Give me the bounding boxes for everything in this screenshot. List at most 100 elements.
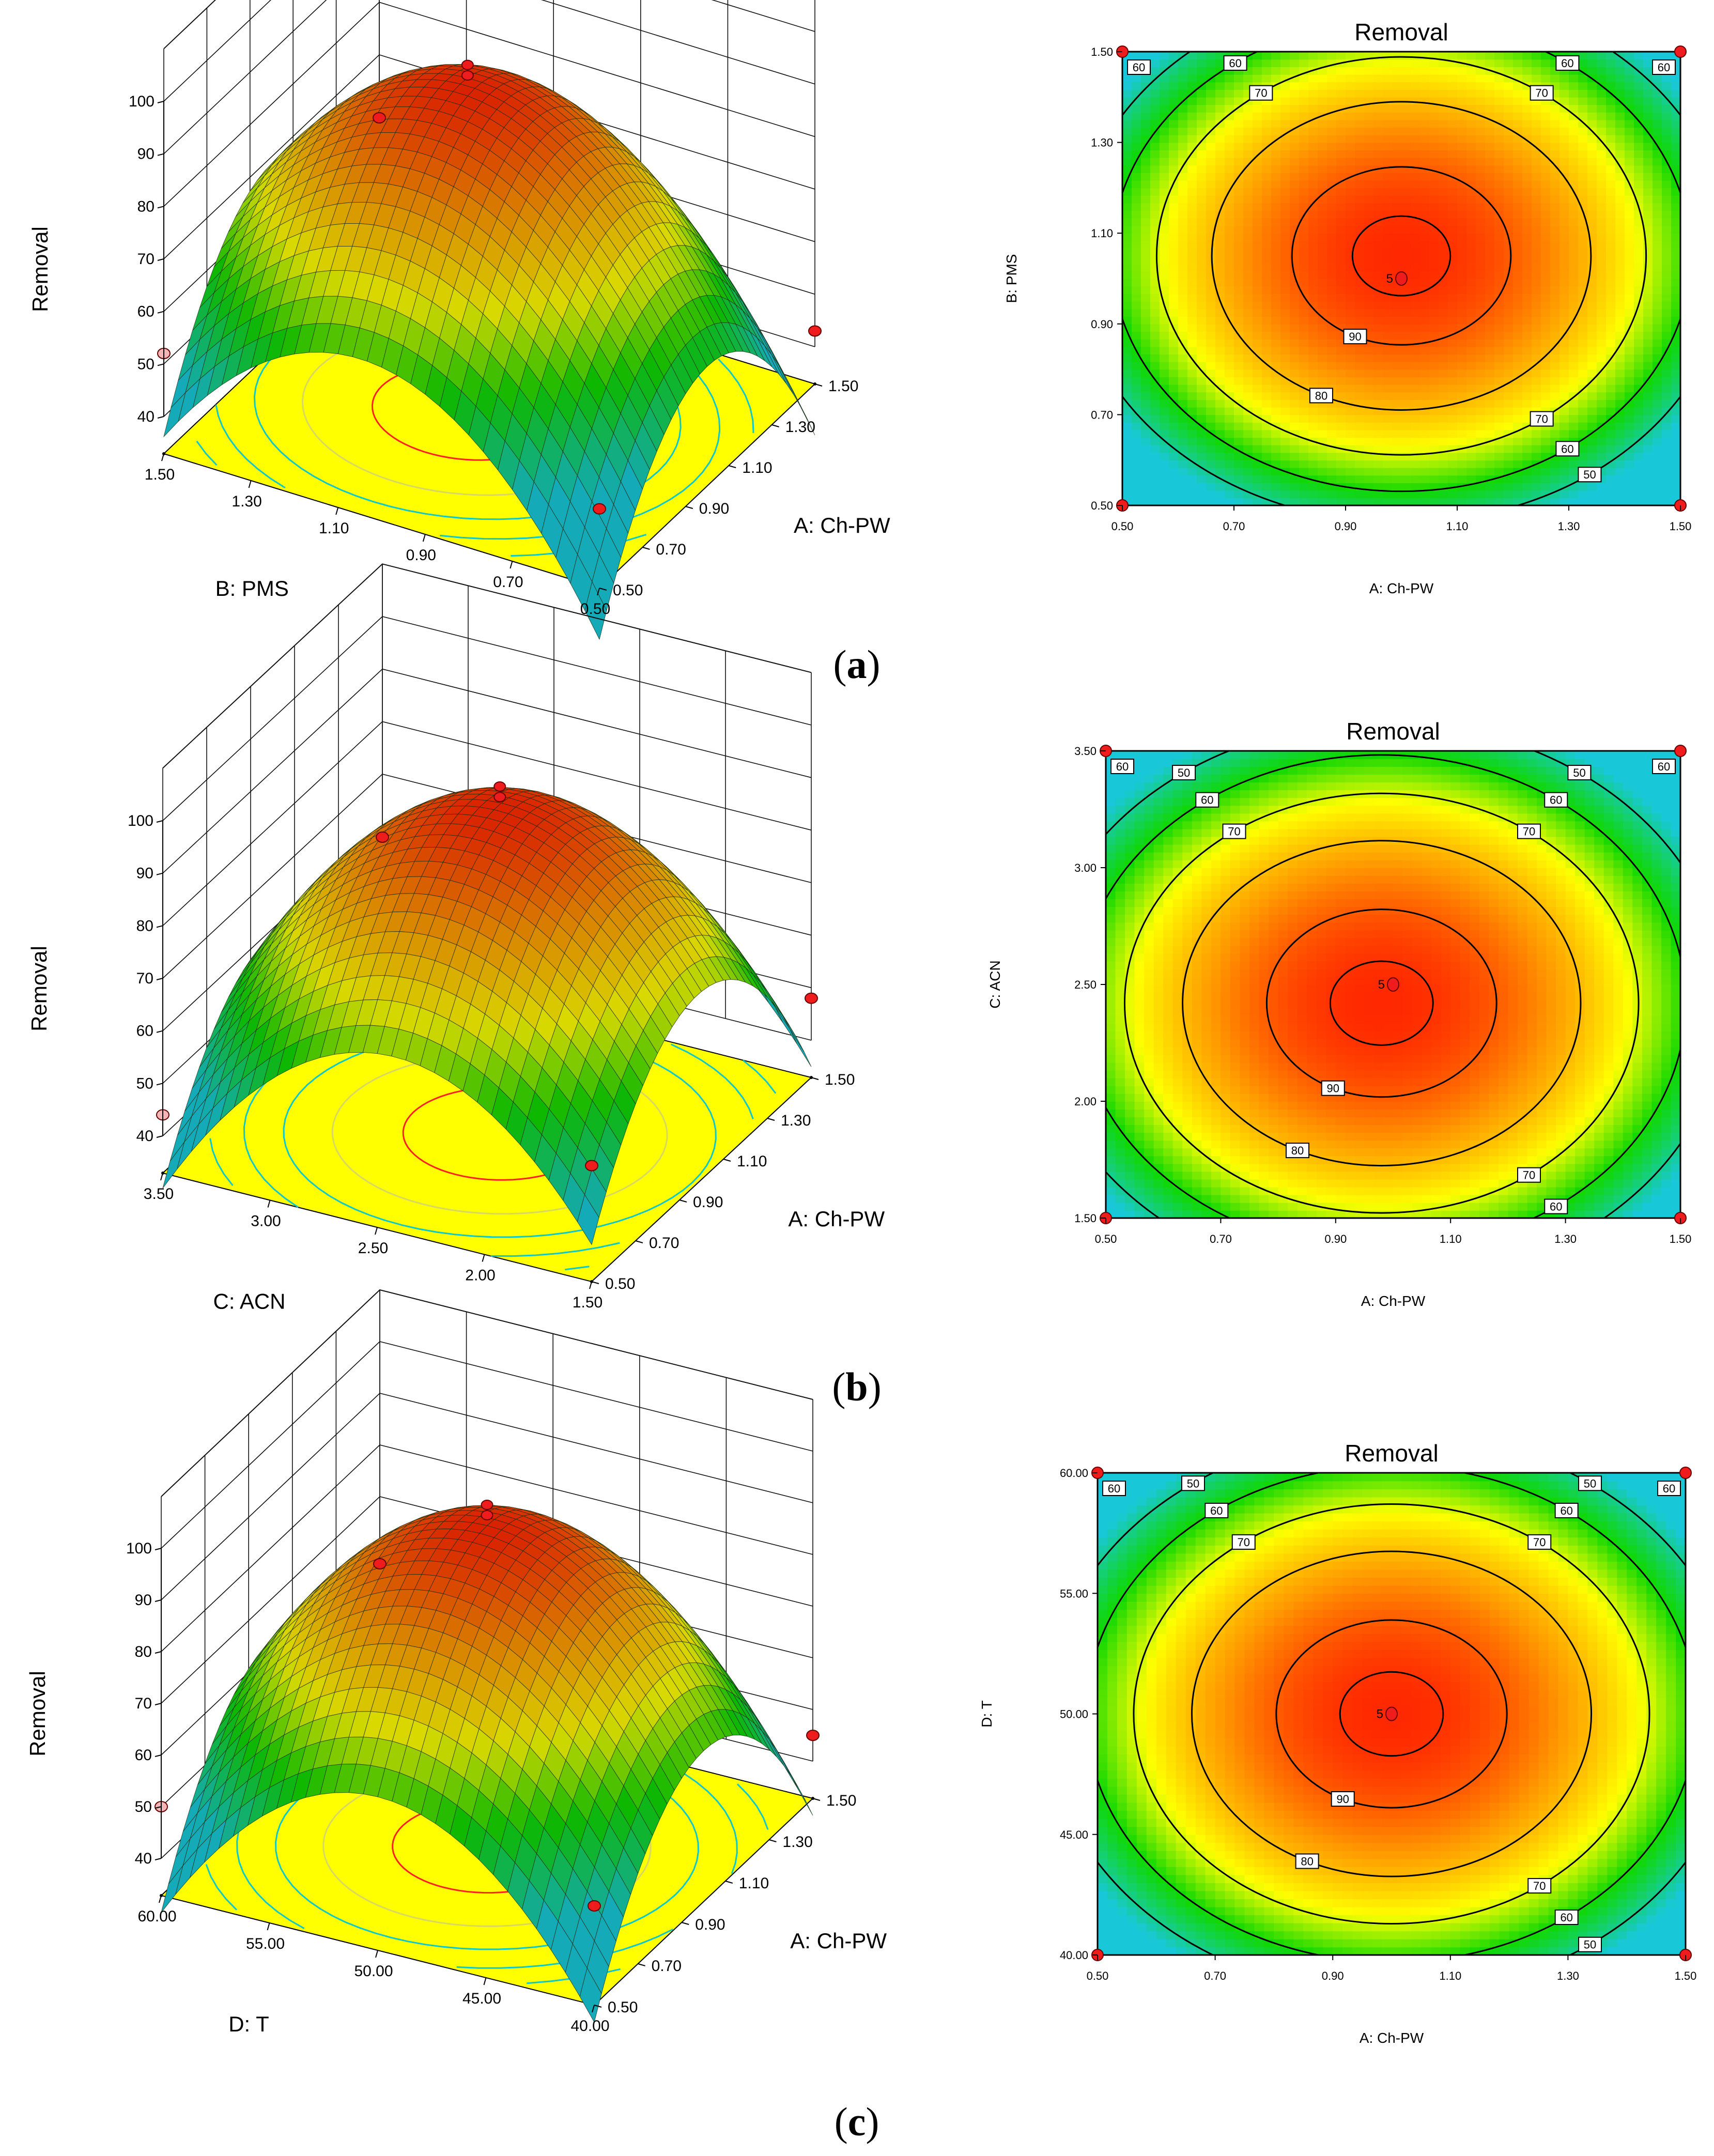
y-tick-label: 1.30 bbox=[231, 493, 261, 510]
contour-label-corner-1: 60 bbox=[1658, 61, 1670, 74]
x-tick-label: 1.30 bbox=[1558, 520, 1580, 533]
x-tick-label: 1.50 bbox=[825, 1071, 855, 1088]
y-tick-label: 0.90 bbox=[1091, 318, 1113, 331]
x-axis-label: A: Ch-PW bbox=[1360, 2030, 1424, 2046]
center-replicate-label: 5 bbox=[1386, 272, 1393, 286]
x-tick-label: 1.10 bbox=[742, 459, 772, 476]
x-tick-label: 0.70 bbox=[1204, 1969, 1226, 1982]
contour-label-60-2-box bbox=[1544, 792, 1568, 808]
x-tick-label: 1.50 bbox=[1670, 1233, 1692, 1245]
contour-plot-c: 50 50 50 60 60 60 70 70 70 80 90 60 60 5 0.50 0.70 0.90 1… bbox=[979, 1440, 1696, 2046]
x-tick-label: 0.90 bbox=[1335, 520, 1357, 533]
contour-label-70-2: 70 bbox=[1533, 1536, 1546, 1549]
x-axis-label: A: Ch-PW bbox=[1361, 1293, 1426, 1309]
contour-line-80 bbox=[1211, 101, 1592, 411]
contour-label-70-1-box bbox=[1530, 411, 1554, 427]
y-axis: 1.50 2.00 2.50 3.00 3.50 bbox=[144, 1173, 603, 1311]
y-tick-label: 45.00 bbox=[462, 1990, 501, 2007]
contour-label-corner-1: 60 bbox=[1663, 1482, 1675, 1495]
contour-label-corner-1-box bbox=[1652, 59, 1676, 75]
z-tick-label: 60 bbox=[135, 1747, 152, 1764]
x-tick-label: 1.10 bbox=[1440, 1233, 1462, 1245]
x-axis: 0.50 0.70 0.90 1.10 1.30 1.50 bbox=[1111, 505, 1691, 533]
y-tick-label: 1.30 bbox=[1091, 136, 1113, 149]
contour-label-60-0-box bbox=[1223, 55, 1247, 71]
x-tick-label: 1.10 bbox=[739, 1875, 769, 1892]
x-tick-label: 1.10 bbox=[1439, 1969, 1461, 1982]
z-tick-label: 80 bbox=[137, 198, 155, 215]
y-tick-label: 0.50 bbox=[1091, 499, 1113, 512]
y-axis: 0.50 0.70 0.90 1.10 1.30 1.50 bbox=[145, 453, 610, 618]
z-tick-label: 70 bbox=[136, 970, 153, 987]
x-tick-label: 0.50 bbox=[605, 1275, 635, 1292]
y-axis: 40.00 45.00 50.00 55.00 60.00 bbox=[137, 1895, 610, 2035]
y-tick-label: 55.00 bbox=[246, 1935, 285, 1952]
contour-label-corner-0-box bbox=[1102, 1481, 1126, 1496]
y-tick-label: 60.00 bbox=[1060, 1467, 1088, 1480]
y-axis-label: D: T bbox=[228, 2012, 269, 2036]
x-axis: 0.50 0.70 0.90 1.10 1.30 1.50 bbox=[591, 1071, 855, 1292]
x-tick-label: 0.90 bbox=[695, 1916, 725, 1933]
z-tick-label: 50 bbox=[137, 356, 155, 373]
contour-label-80-0-box bbox=[1285, 1143, 1309, 1159]
contour-label-50-0-box bbox=[1172, 765, 1196, 781]
panel-a: 40 50 60 70 80 90 100 Removal 0.50 0.70 0.90 1.10 1.… bbox=[28, 0, 1691, 687]
panel-caption-c: (c) bbox=[835, 2099, 879, 2144]
contour-label-60-0: 60 bbox=[1201, 794, 1213, 807]
panel-b: 40 50 60 70 80 90 100 Removal 0.50 0.70 0.90 1.10 1.… bbox=[27, 563, 1692, 1409]
contour-label-60-1-box bbox=[1555, 441, 1580, 457]
contour-label-80-0: 80 bbox=[1291, 1144, 1304, 1157]
contour-line-94 bbox=[1351, 215, 1452, 297]
design-point bbox=[585, 1160, 598, 1172]
x-tick-label: 0.50 bbox=[613, 582, 643, 599]
contour-lines bbox=[1106, 751, 1680, 1218]
z-tick-label: 90 bbox=[135, 1592, 152, 1609]
contour-label-60-1: 60 bbox=[1560, 1911, 1572, 1924]
contour-label-80-0: 80 bbox=[1315, 389, 1327, 402]
y-axis-label: C: ACN bbox=[987, 960, 1003, 1008]
y-tick-label: 45.00 bbox=[1060, 1828, 1088, 1841]
x-tick-label: 0.90 bbox=[693, 1194, 723, 1211]
contour-line-80 bbox=[1182, 840, 1582, 1167]
x-axis-label: A: Ch-PW bbox=[788, 1207, 885, 1231]
x-tick-label: 1.30 bbox=[781, 1112, 811, 1129]
y-tick-label: 0.70 bbox=[493, 574, 523, 591]
contour-label-90-0: 90 bbox=[1349, 330, 1361, 343]
contour-label-50-2-box bbox=[1567, 765, 1592, 781]
design-point bbox=[593, 503, 606, 515]
z-axis: 40 50 60 70 80 90 100 bbox=[126, 1540, 162, 1867]
contour-label-70-2: 70 bbox=[1535, 87, 1548, 100]
x-tick-label: 0.70 bbox=[1223, 520, 1245, 533]
y-tick-label: 2.50 bbox=[1074, 978, 1097, 991]
contour-label-60-1: 60 bbox=[1561, 442, 1573, 455]
contour-label-60-1-box bbox=[1544, 1198, 1568, 1214]
z-tick-label: 40 bbox=[137, 408, 155, 425]
contour-label-corner-1: 60 bbox=[1658, 760, 1670, 773]
contour-lines bbox=[1098, 1473, 1686, 1955]
contour-label-60-0-box bbox=[1195, 792, 1219, 808]
z-tick-label: 60 bbox=[137, 303, 155, 320]
z-tick-label: 90 bbox=[136, 865, 153, 882]
contour-label-70-1: 70 bbox=[1535, 412, 1548, 425]
surface-plot-c: 40 50 60 70 80 90 100 Removal 0.50 0.70 0.90 1.10 1.… bbox=[25, 1289, 887, 2036]
contour-line-70 bbox=[1123, 792, 1640, 1214]
contour-label-70-2-box bbox=[1527, 1534, 1552, 1550]
x-axis: 0.50 0.70 0.90 1.10 1.30 1.50 bbox=[1087, 1955, 1696, 1982]
contour-label-50-1-box bbox=[1578, 1936, 1602, 1952]
z-tick-label: 60 bbox=[136, 1023, 153, 1040]
center-point bbox=[481, 1500, 493, 1510]
contour-label-corner-0: 60 bbox=[1108, 1482, 1120, 1495]
contour-line-80 bbox=[1191, 1550, 1593, 1877]
x-tick-label: 0.50 bbox=[1111, 520, 1134, 533]
y-tick-label: 40.00 bbox=[570, 2018, 609, 2035]
y-axis: 0.50 0.70 0.90 1.10 1.30 1.50 bbox=[1091, 45, 1122, 512]
contour-line-60 bbox=[1106, 754, 1680, 1218]
center-point bbox=[461, 59, 474, 70]
center-point bbox=[1385, 1706, 1398, 1721]
contour-label-80-0-box bbox=[1295, 1853, 1319, 1869]
x-tick-label: 1.30 bbox=[1554, 1233, 1577, 1245]
contour-line-90 bbox=[1291, 166, 1512, 346]
x-tick-label: 0.50 bbox=[608, 1999, 638, 2016]
z-tick-label: 50 bbox=[136, 1075, 153, 1092]
y-tick-label: 50.00 bbox=[1060, 1708, 1088, 1721]
